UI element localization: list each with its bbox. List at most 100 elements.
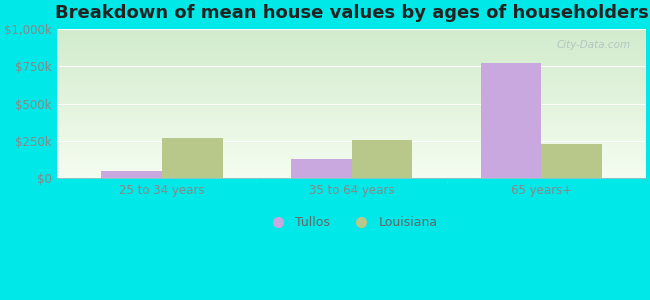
Bar: [57, 29, 646, 30]
Bar: [57, 161, 646, 162]
Bar: [57, 146, 646, 147]
Bar: [57, 121, 646, 122]
Bar: [57, 151, 646, 152]
Bar: [57, 152, 646, 153]
Bar: [57, 97, 646, 98]
Bar: [57, 61, 646, 62]
Bar: [57, 177, 646, 178]
Bar: [57, 162, 646, 163]
Bar: [57, 111, 646, 112]
Bar: [57, 40, 646, 41]
Bar: [57, 94, 646, 95]
Bar: [57, 54, 646, 55]
Bar: [57, 73, 646, 74]
Bar: [57, 170, 646, 171]
Bar: [57, 78, 646, 79]
Bar: [291, 159, 352, 178]
Bar: [57, 68, 646, 69]
Bar: [57, 112, 646, 113]
Bar: [57, 101, 646, 102]
Bar: [57, 130, 646, 131]
Bar: [57, 71, 646, 72]
Bar: [57, 169, 646, 170]
Bar: [57, 143, 646, 144]
Bar: [57, 107, 646, 108]
Bar: [57, 82, 646, 83]
Bar: [57, 126, 646, 127]
Bar: [57, 77, 646, 78]
Bar: [57, 66, 646, 67]
Bar: [57, 138, 646, 139]
Bar: [57, 36, 646, 37]
Bar: [57, 83, 646, 84]
Bar: [57, 90, 646, 91]
Bar: [57, 150, 646, 151]
Bar: [57, 79, 646, 80]
Bar: [57, 85, 646, 86]
Bar: [57, 46, 646, 47]
Bar: [57, 115, 646, 116]
Bar: [57, 120, 646, 121]
Bar: [57, 87, 646, 88]
Bar: [57, 47, 646, 48]
Bar: [57, 42, 646, 43]
Bar: [57, 164, 646, 165]
Bar: [57, 44, 646, 45]
Bar: [352, 140, 412, 178]
Bar: [57, 86, 646, 87]
Bar: [57, 91, 646, 92]
Bar: [57, 103, 646, 104]
Bar: [57, 172, 646, 173]
Bar: [57, 165, 646, 166]
Bar: [57, 155, 646, 156]
Bar: [57, 132, 646, 133]
Bar: [57, 105, 646, 106]
Bar: [57, 74, 646, 75]
Bar: [57, 135, 646, 136]
Bar: [57, 99, 646, 100]
Bar: [57, 163, 646, 164]
Bar: [57, 136, 646, 137]
Bar: [57, 157, 646, 158]
Bar: [57, 116, 646, 117]
Bar: [57, 102, 646, 103]
Bar: [57, 142, 646, 143]
Bar: [57, 117, 646, 118]
Bar: [101, 171, 162, 178]
Bar: [57, 176, 646, 177]
Bar: [57, 128, 646, 129]
Bar: [57, 110, 646, 111]
Bar: [57, 75, 646, 76]
Bar: [57, 140, 646, 141]
Bar: [57, 129, 646, 130]
Bar: [57, 33, 646, 34]
Bar: [57, 113, 646, 114]
Bar: [57, 39, 646, 40]
Bar: [57, 60, 646, 61]
Bar: [57, 124, 646, 125]
Bar: [481, 63, 541, 178]
Bar: [57, 139, 646, 140]
Bar: [57, 123, 646, 124]
Bar: [57, 100, 646, 101]
Bar: [57, 92, 646, 93]
Bar: [57, 34, 646, 35]
Bar: [57, 98, 646, 99]
Bar: [57, 173, 646, 174]
Bar: [57, 131, 646, 132]
Bar: [57, 134, 646, 135]
Bar: [57, 56, 646, 57]
Bar: [57, 51, 646, 52]
Bar: [57, 154, 646, 155]
Bar: [57, 171, 646, 172]
Title: Breakdown of mean house values by ages of householders: Breakdown of mean house values by ages o…: [55, 4, 649, 22]
Bar: [57, 41, 646, 42]
Bar: [57, 159, 646, 160]
Bar: [57, 104, 646, 105]
Bar: [57, 127, 646, 128]
Bar: [57, 64, 646, 65]
Bar: [57, 166, 646, 167]
Bar: [57, 122, 646, 123]
Bar: [162, 138, 222, 178]
Bar: [57, 31, 646, 32]
